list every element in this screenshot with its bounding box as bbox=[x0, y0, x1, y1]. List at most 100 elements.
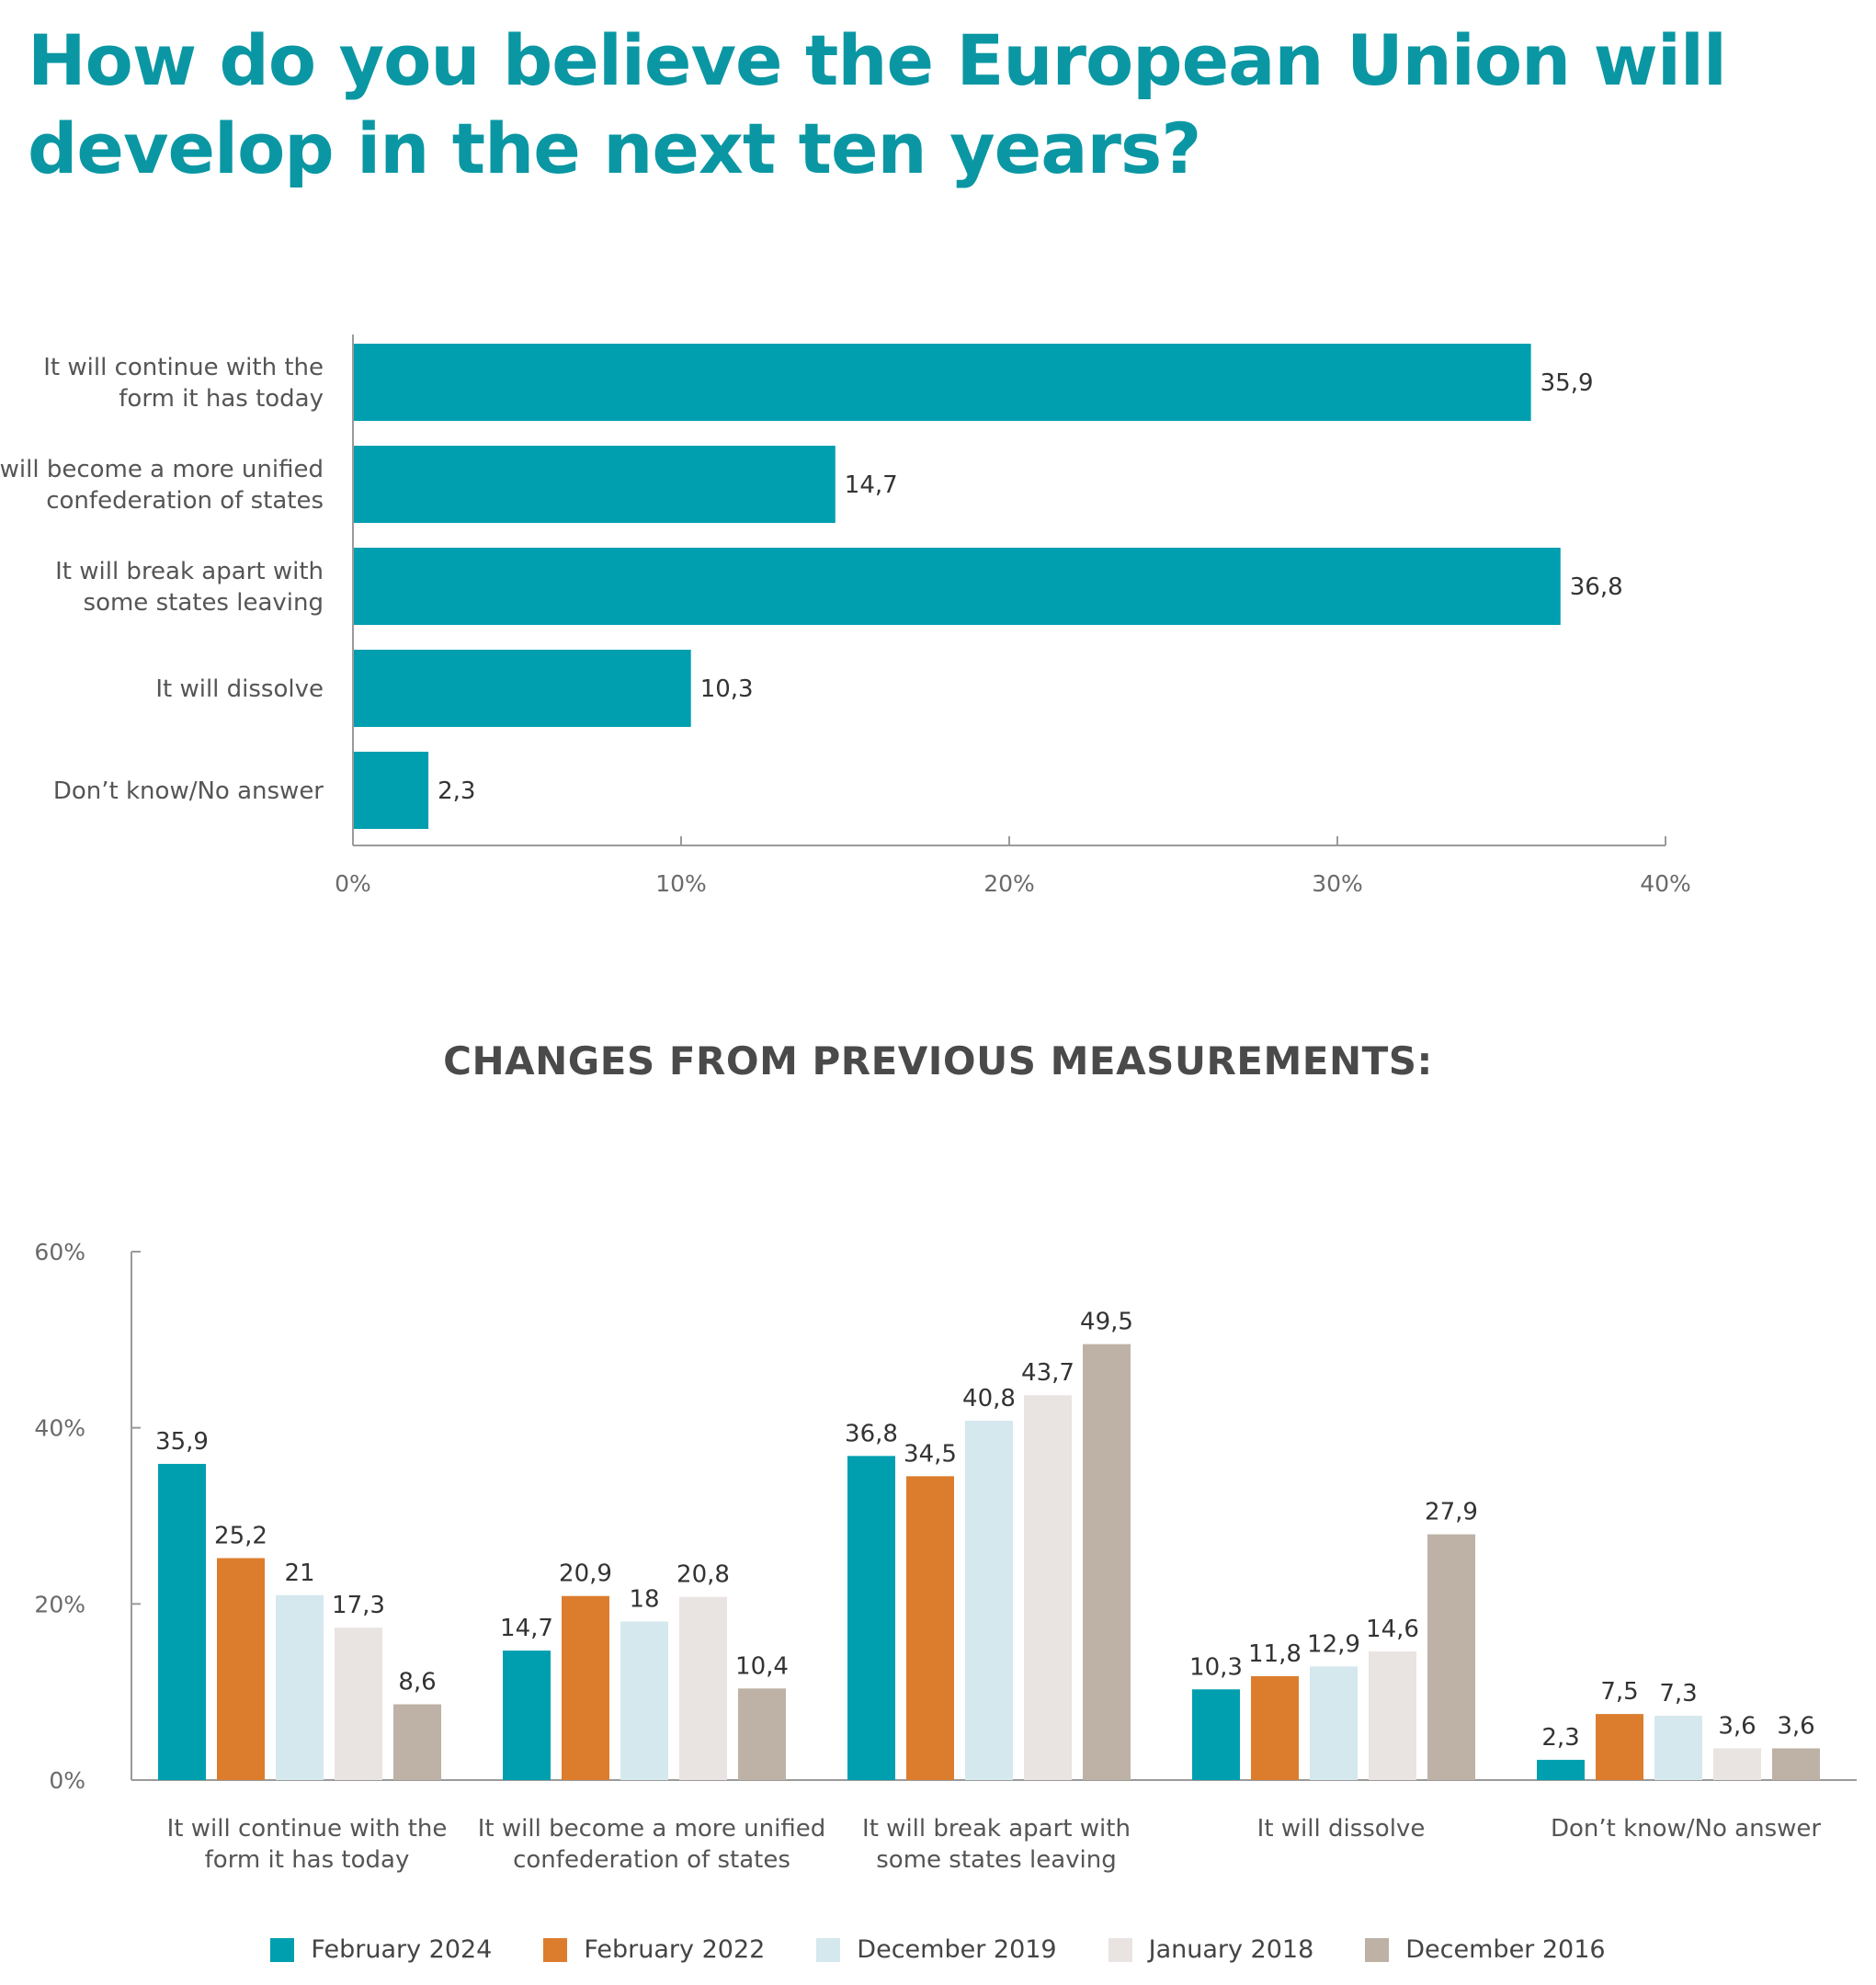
category-label: It will become a more unified bbox=[0, 456, 324, 483]
bar-value-label: 49,5 bbox=[1080, 1309, 1133, 1336]
x-tick-label: 10% bbox=[655, 870, 707, 897]
bar bbox=[1596, 1714, 1643, 1780]
bar bbox=[1772, 1748, 1820, 1780]
bar bbox=[1310, 1666, 1358, 1780]
bar bbox=[354, 752, 429, 829]
bar-value-label: 43,7 bbox=[1021, 1359, 1074, 1387]
category-label: Don’t know/No answer bbox=[1551, 1815, 1821, 1843]
x-tick-label: 40% bbox=[1640, 870, 1691, 897]
bar-value-label: 3,6 bbox=[1718, 1713, 1756, 1741]
chart-legend: February 2024 February 2022 December 2019 J… bbox=[0, 1935, 1876, 1964]
legend-item: January 2018 bbox=[1108, 1935, 1314, 1964]
bar-value-label: 35,9 bbox=[1541, 369, 1594, 397]
legend-label: December 2016 bbox=[1405, 1935, 1606, 1964]
bar-value-label: 3,6 bbox=[1777, 1713, 1814, 1741]
bar bbox=[1192, 1689, 1240, 1780]
bar bbox=[1713, 1748, 1761, 1780]
category-label: It will continue with the bbox=[43, 354, 324, 381]
bar-value-label: 2,3 bbox=[438, 777, 475, 805]
bar-value-label: 10,4 bbox=[735, 1652, 789, 1680]
legend-label: January 2018 bbox=[1148, 1935, 1314, 1964]
chart-subtitle: CHANGES FROM PREVIOUS MEASUREMENTS: bbox=[443, 1038, 1433, 1083]
bar-value-label: 40,8 bbox=[962, 1385, 1016, 1412]
bar bbox=[1427, 1534, 1475, 1780]
bar-value-label: 27,9 bbox=[1425, 1499, 1478, 1526]
bar-value-label: 20,8 bbox=[676, 1561, 730, 1589]
bar bbox=[217, 1558, 265, 1780]
bar bbox=[354, 650, 691, 727]
bar bbox=[276, 1594, 324, 1780]
legend-item: December 2016 bbox=[1365, 1935, 1606, 1964]
bar-value-label: 35,9 bbox=[155, 1428, 209, 1456]
category-label: It will become a more unified bbox=[478, 1815, 826, 1843]
bar-value-label: 10,3 bbox=[1189, 1653, 1243, 1681]
legend-label: December 2019 bbox=[857, 1935, 1057, 1964]
bar-value-label: 14,6 bbox=[1366, 1616, 1419, 1643]
bar-value-label: 14,7 bbox=[500, 1615, 553, 1642]
bar-value-label: 2,3 bbox=[1541, 1724, 1579, 1752]
bar-value-label: 21 bbox=[284, 1560, 314, 1587]
bar-value-label: 25,2 bbox=[214, 1523, 267, 1550]
category-label: It will break apart with bbox=[55, 558, 324, 585]
legend-swatch bbox=[1108, 1937, 1132, 1962]
bar-value-label: 14,7 bbox=[845, 471, 898, 499]
legend-item: February 2022 bbox=[543, 1935, 765, 1964]
y-tick-label: 0% bbox=[49, 1767, 85, 1794]
category-label: confederation of states bbox=[513, 1846, 790, 1874]
bar-value-label: 36,8 bbox=[845, 1420, 898, 1447]
bar bbox=[393, 1704, 441, 1780]
category-label: It will dissolve bbox=[1257, 1815, 1426, 1843]
bar bbox=[354, 446, 836, 523]
horizontal-bar-chart: 0% 10% 20% 30% 40% 35,9 It will continue with … bbox=[0, 335, 1691, 897]
page-title: How do you believe the European Union wi… bbox=[28, 19, 1727, 189]
bar bbox=[1369, 1651, 1416, 1780]
category-label: some states leaving bbox=[876, 1846, 1116, 1874]
x-tick-label: 20% bbox=[983, 870, 1035, 897]
bar bbox=[1537, 1759, 1585, 1780]
legend-swatch bbox=[1365, 1937, 1390, 1962]
bar bbox=[1251, 1675, 1299, 1780]
bar bbox=[158, 1463, 206, 1780]
bar bbox=[335, 1628, 382, 1780]
bar bbox=[965, 1421, 1013, 1780]
y-tick-label: 60% bbox=[34, 1239, 85, 1265]
category-label: form it has today bbox=[205, 1846, 410, 1874]
legend-swatch bbox=[816, 1937, 841, 1962]
bar bbox=[738, 1688, 786, 1780]
bar-value-label: 8,6 bbox=[398, 1669, 436, 1696]
bar bbox=[1083, 1344, 1131, 1780]
bar-value-label: 11,8 bbox=[1248, 1640, 1302, 1668]
category-label: It will break apart with bbox=[862, 1815, 1131, 1843]
bar bbox=[679, 1596, 727, 1780]
bar-value-label: 18 bbox=[629, 1586, 659, 1614]
legend-item: February 2024 bbox=[270, 1935, 492, 1964]
y-tick-label: 40% bbox=[34, 1415, 85, 1442]
category-label: some states leaving bbox=[84, 589, 324, 617]
y-tick-label: 20% bbox=[34, 1591, 85, 1617]
category-label: confederation of states bbox=[46, 487, 324, 515]
bar bbox=[906, 1476, 954, 1780]
bar bbox=[354, 344, 1531, 421]
legend-item: December 2019 bbox=[816, 1935, 1057, 1964]
bar bbox=[1024, 1395, 1072, 1780]
bar bbox=[1654, 1716, 1702, 1780]
x-tick-label: 30% bbox=[1312, 870, 1363, 897]
bar-value-label: 17,3 bbox=[332, 1592, 385, 1619]
bar-value-label: 20,9 bbox=[559, 1560, 612, 1588]
category-label: It will dissolve bbox=[155, 675, 324, 703]
bar bbox=[503, 1650, 551, 1780]
bar-value-label: 12,9 bbox=[1307, 1630, 1360, 1658]
category-label: Don’t know/No answer bbox=[53, 777, 324, 805]
grouped-bar-chart: 0% 20% 40% 60% 35,9 25,2 21 17,3 8,6 It will cont… bbox=[34, 1239, 1857, 1874]
x-tick-label: 0% bbox=[335, 870, 371, 897]
bar-value-label: 7,3 bbox=[1659, 1680, 1697, 1707]
bar-value-label: 7,5 bbox=[1600, 1678, 1638, 1706]
bar bbox=[354, 548, 1561, 625]
legend-swatch bbox=[270, 1937, 295, 1962]
legend-swatch bbox=[543, 1937, 568, 1962]
bar-value-label: 10,3 bbox=[700, 675, 754, 703]
legend-label: February 2022 bbox=[584, 1935, 766, 1964]
bar-value-label: 36,8 bbox=[1570, 573, 1623, 601]
legend-label: February 2024 bbox=[311, 1935, 493, 1964]
bar bbox=[847, 1456, 895, 1780]
